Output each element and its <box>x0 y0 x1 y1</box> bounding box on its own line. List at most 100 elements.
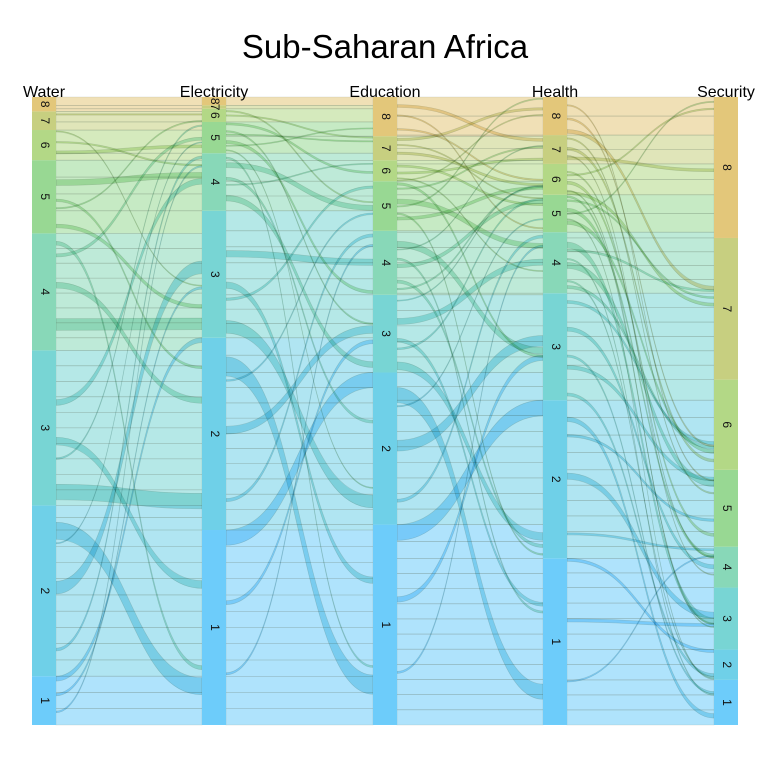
flow-Health-6-to-8 <box>566 163 715 180</box>
axis-label-health: Health <box>532 84 578 101</box>
stratum-label-electricity-4: 4 <box>208 179 222 186</box>
stratum-electricity-7 <box>202 105 226 109</box>
stratum-label-education-1: 1 <box>379 621 393 628</box>
stratum-water-2 <box>32 505 56 677</box>
stratum-security-1 <box>714 679 738 725</box>
stratum-label-security-6: 6 <box>720 421 734 428</box>
stratum-security-2 <box>714 649 738 680</box>
stratum-security-4 <box>714 546 738 588</box>
stratum-security-5 <box>714 469 738 547</box>
flow-Education-1-to-1 <box>396 694 544 711</box>
stratum-security-8 <box>714 97 738 238</box>
axis-label-electricity: Electricity <box>180 84 248 101</box>
stratum-education-8 <box>373 97 397 137</box>
stratum-label-electricity-5: 5 <box>208 134 222 141</box>
flow-Water-1-to-1 <box>55 708 203 726</box>
flow-Water-2-to-1 <box>55 545 203 563</box>
stratum-label-electricity-8: 8 <box>208 98 222 105</box>
stratum-health-4 <box>543 232 567 294</box>
stratum-label-health-4: 4 <box>549 259 563 266</box>
flow-Water-2-to-1 <box>55 627 203 645</box>
stratum-label-health-8: 8 <box>549 113 563 120</box>
stratum-label-health-7: 7 <box>549 146 563 153</box>
flow-Education-1-to-1 <box>396 558 544 574</box>
flow-Health-2-to-5 <box>566 500 715 517</box>
stratum-label-security-1: 1 <box>720 699 734 706</box>
flow-Education-1-to-1 <box>396 573 544 589</box>
stratum-education-6 <box>373 160 397 182</box>
stratum-water-4 <box>32 233 56 351</box>
flow-Electricity-1-to-1 <box>225 692 374 710</box>
stratum-water-5 <box>32 160 56 234</box>
chart-title: Sub-Saharan Africa <box>241 28 529 65</box>
flow-Water-3-to-2 <box>55 365 203 382</box>
stratum-label-health-5: 5 <box>549 210 563 217</box>
stratum-label-security-3: 3 <box>720 615 734 622</box>
stratum-label-water-4: 4 <box>38 289 52 296</box>
flow-cross-Water-4-to-3 <box>55 317 203 331</box>
stratum-electricity-6 <box>202 108 226 122</box>
stratum-security-3 <box>714 587 738 650</box>
flow-Education-1-to-1 <box>396 618 544 635</box>
stratum-health-8 <box>543 97 567 136</box>
flow-Water-4-to-3 <box>55 233 203 249</box>
stratum-label-water-7: 7 <box>38 117 52 124</box>
stratum-electricity-1 <box>202 530 226 725</box>
flow-Health-1-to-4 <box>566 572 715 588</box>
flow-Water-3-to-2 <box>55 458 203 475</box>
stratum-label-health-6: 6 <box>549 176 563 183</box>
stratum-label-education-8: 8 <box>379 113 393 120</box>
stratum-education-2 <box>373 372 397 525</box>
stratum-label-security-4: 4 <box>720 564 734 571</box>
stratum-health-6 <box>543 163 567 195</box>
stratum-label-education-5: 5 <box>379 203 393 210</box>
flow-cross-Water-7-to-6 <box>55 113 203 116</box>
stratum-label-water-3: 3 <box>38 425 52 432</box>
stratum-security-6 <box>714 379 738 470</box>
stratum-health-3 <box>543 293 567 401</box>
stratum-health-5 <box>543 194 567 233</box>
stratum-water-3 <box>32 350 56 506</box>
stratum-label-security-7: 7 <box>720 305 734 312</box>
flow-Health-1-to-1 <box>566 709 715 726</box>
stratum-label-education-6: 6 <box>379 167 393 174</box>
stratum-education-4 <box>373 230 397 295</box>
flow-Education-1-to-1 <box>396 603 544 620</box>
stratum-electricity-4 <box>202 153 226 211</box>
axis-label-water: Water <box>23 84 66 101</box>
flow-Health-2-to-5 <box>566 484 715 501</box>
stratum-education-3 <box>373 294 397 373</box>
flow-Education-1-to-1 <box>396 709 544 726</box>
stratum-health-7 <box>543 135 567 164</box>
stratum-label-security-5: 5 <box>720 505 734 512</box>
flow-Water-1-to-1 <box>55 692 203 710</box>
flow-Electricity-7-to-8 <box>225 105 374 110</box>
stratum-water-8 <box>32 97 56 112</box>
stratum-label-water-5: 5 <box>38 193 52 200</box>
flow-Education-1-to-1 <box>396 633 544 650</box>
stratum-label-security-8: 8 <box>720 164 734 171</box>
stratum-label-water-8: 8 <box>38 101 52 108</box>
stratum-water-7 <box>32 111 56 131</box>
flow-Electricity-1-to-1 <box>225 545 374 563</box>
stratum-label-electricity-2: 2 <box>208 431 222 438</box>
stratum-label-education-4: 4 <box>379 259 393 266</box>
stratum-electricity-2 <box>202 337 226 531</box>
stratum-label-education-3: 3 <box>379 330 393 337</box>
stratum-education-5 <box>373 181 397 231</box>
stratum-security-7 <box>714 237 738 380</box>
stratum-education-7 <box>373 136 397 161</box>
flow-Education-2-to-2 <box>396 493 544 510</box>
strata-layer <box>32 97 738 725</box>
stratum-water-1 <box>32 676 56 725</box>
flow-Water-8-to-6 <box>55 108 203 112</box>
stratum-electricity-5 <box>202 121 226 154</box>
stratum-label-health-1: 1 <box>549 638 563 645</box>
flow-Electricity-1-to-1 <box>225 708 374 726</box>
stratum-label-water-2: 2 <box>38 587 52 594</box>
labels-layer: 12345678Water12345678Electricity12345678… <box>23 84 755 706</box>
stratum-label-electricity-3: 3 <box>208 271 222 278</box>
flow-Electricity-1-to-1 <box>225 627 374 645</box>
axis-label-security: Security <box>697 84 755 101</box>
